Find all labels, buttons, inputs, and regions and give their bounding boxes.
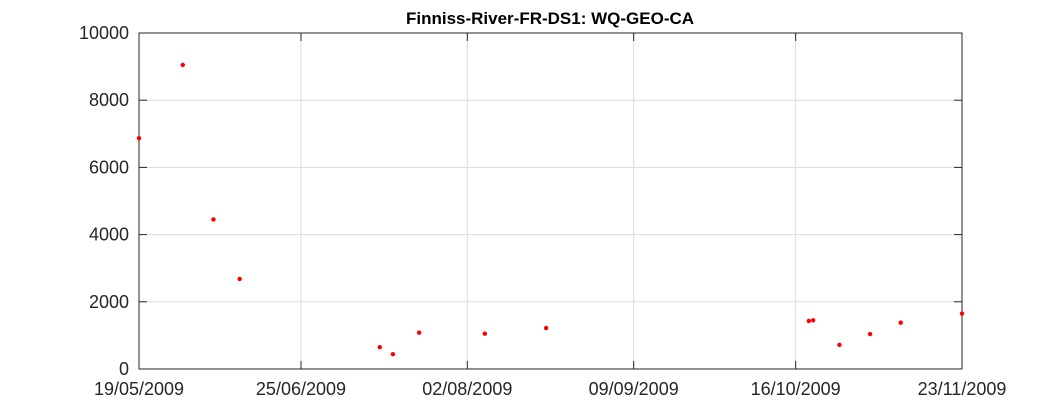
data-point <box>377 344 382 350</box>
data-point <box>390 352 396 357</box>
data-point <box>806 318 811 324</box>
plot-area <box>139 33 962 369</box>
data-point <box>416 330 422 335</box>
y-tick-label: 6000 <box>89 157 129 177</box>
data-point <box>810 318 816 323</box>
x-tick-labels: 19/05/2009 25/06/2009 02/08/2009 09/09/2009… <box>94 379 1006 399</box>
y-tick-label: 0 <box>119 359 129 379</box>
data-point <box>959 311 965 316</box>
x-tick-label: 25/06/2009 <box>256 379 346 399</box>
data-point <box>211 217 216 222</box>
y-tick-label: 2000 <box>89 292 129 312</box>
gridlines <box>139 33 962 369</box>
x-tick-label: 19/05/2009 <box>94 379 184 399</box>
x-tick-label: 09/09/2009 <box>589 379 679 399</box>
plot-frame <box>138 32 963 370</box>
y-tick-label: 10000 <box>79 23 129 43</box>
tick-marks <box>138 32 963 370</box>
data-point <box>482 331 488 336</box>
data-point <box>898 320 903 325</box>
x-tick-label: 02/08/2009 <box>422 379 512 399</box>
x-tick-label: 16/10/2009 <box>751 379 841 399</box>
y-tick-label: 4000 <box>89 225 129 245</box>
data-point <box>543 325 549 331</box>
y-tick-labels: 0 2000 4000 6000 8000 10000 <box>79 23 129 379</box>
x-tick-label: 23/11/2009 <box>918 379 1007 399</box>
y-tick-label: 8000 <box>89 90 129 110</box>
data-point <box>180 62 185 68</box>
data-point <box>837 342 842 348</box>
data-point <box>867 331 873 337</box>
data-point <box>136 135 142 141</box>
chart-title: Finniss-River-FR-DS1: WQ-GEO-CA <box>406 9 694 28</box>
data-points <box>136 62 965 357</box>
data-point <box>237 276 242 282</box>
